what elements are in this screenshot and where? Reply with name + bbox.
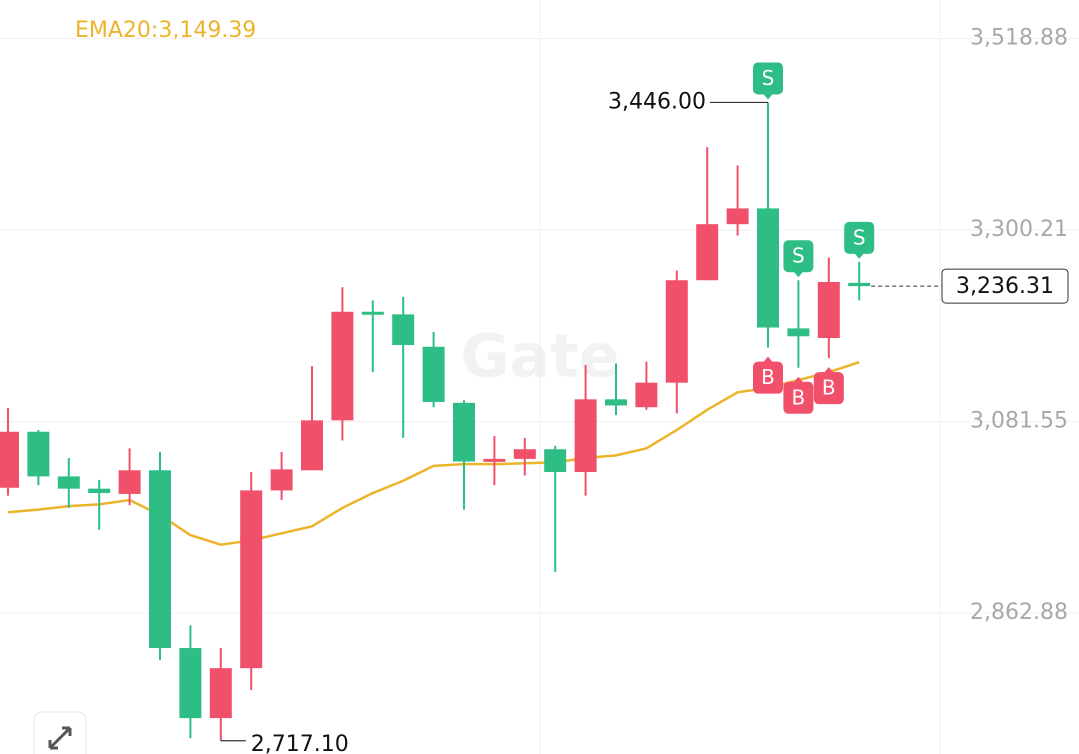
candle-body: [513, 449, 536, 459]
marker-pointer: [823, 367, 834, 374]
marker-pointer: [763, 93, 773, 100]
candle-body: [696, 224, 719, 281]
trade-marker-label: S: [792, 244, 805, 268]
candle-body: [301, 420, 323, 471]
trade-marker-label: B: [822, 376, 836, 400]
y-tick-label: 3,300.21: [970, 217, 1068, 242]
candle-body: [361, 311, 384, 315]
candle-body: [635, 382, 658, 408]
candle-body: [848, 282, 871, 287]
candle-body: [817, 281, 840, 339]
candle-body: [149, 470, 171, 649]
marker-pointer: [793, 376, 804, 383]
candle-body: [88, 488, 111, 494]
trade-marker: [783, 240, 814, 273]
y-tick-label: 3,518.88: [970, 26, 1068, 51]
candle-body: [665, 280, 688, 383]
y-tick-label: 3,081.55: [970, 409, 1068, 434]
candle-body: [209, 668, 232, 719]
trade-marker: [813, 372, 844, 405]
expand-button[interactable]: [33, 711, 87, 754]
candle-body: [726, 208, 749, 225]
candle-body: [544, 449, 567, 473]
candle-body: [392, 314, 415, 346]
watermark: Gate: [460, 322, 619, 392]
trade-marker: [783, 381, 814, 414]
trade-marker: [753, 62, 783, 95]
trade-marker: [753, 361, 783, 394]
candle-body: [574, 399, 597, 473]
candle-body: [0, 431, 19, 488]
candle-body: [483, 458, 506, 462]
high-annotation: 3,446.00: [608, 89, 706, 114]
candle-body: [453, 402, 475, 462]
candle-body: [331, 311, 354, 421]
marker-pointer: [763, 356, 773, 363]
candle-body: [787, 328, 810, 337]
marker-pointer: [854, 252, 865, 259]
candle-body: [179, 648, 202, 719]
trade-marker-label: B: [792, 385, 806, 409]
candle-body: [270, 469, 293, 491]
expand-icon: [48, 726, 72, 750]
trade-marker: [844, 221, 875, 254]
candle-body: [27, 431, 50, 477]
candle-body: [57, 476, 80, 489]
candle-body: [605, 399, 627, 406]
marker-pointer: [793, 271, 804, 278]
trade-marker-label: S: [853, 225, 866, 249]
last-price-label: 3,236.31: [956, 274, 1054, 299]
last-price-box: [941, 268, 1069, 304]
candle-body: [118, 470, 141, 494]
ema-label: EMA20:3,149.39: [75, 18, 256, 43]
candle-body: [240, 490, 263, 669]
y-tick-label: 2,862.88: [970, 600, 1068, 625]
low-annotation: 2,717.10: [251, 732, 349, 754]
trade-marker-label: B: [761, 365, 775, 389]
candle-body: [757, 208, 779, 328]
trade-marker-label: S: [762, 66, 775, 90]
candle-body: [422, 346, 445, 402]
